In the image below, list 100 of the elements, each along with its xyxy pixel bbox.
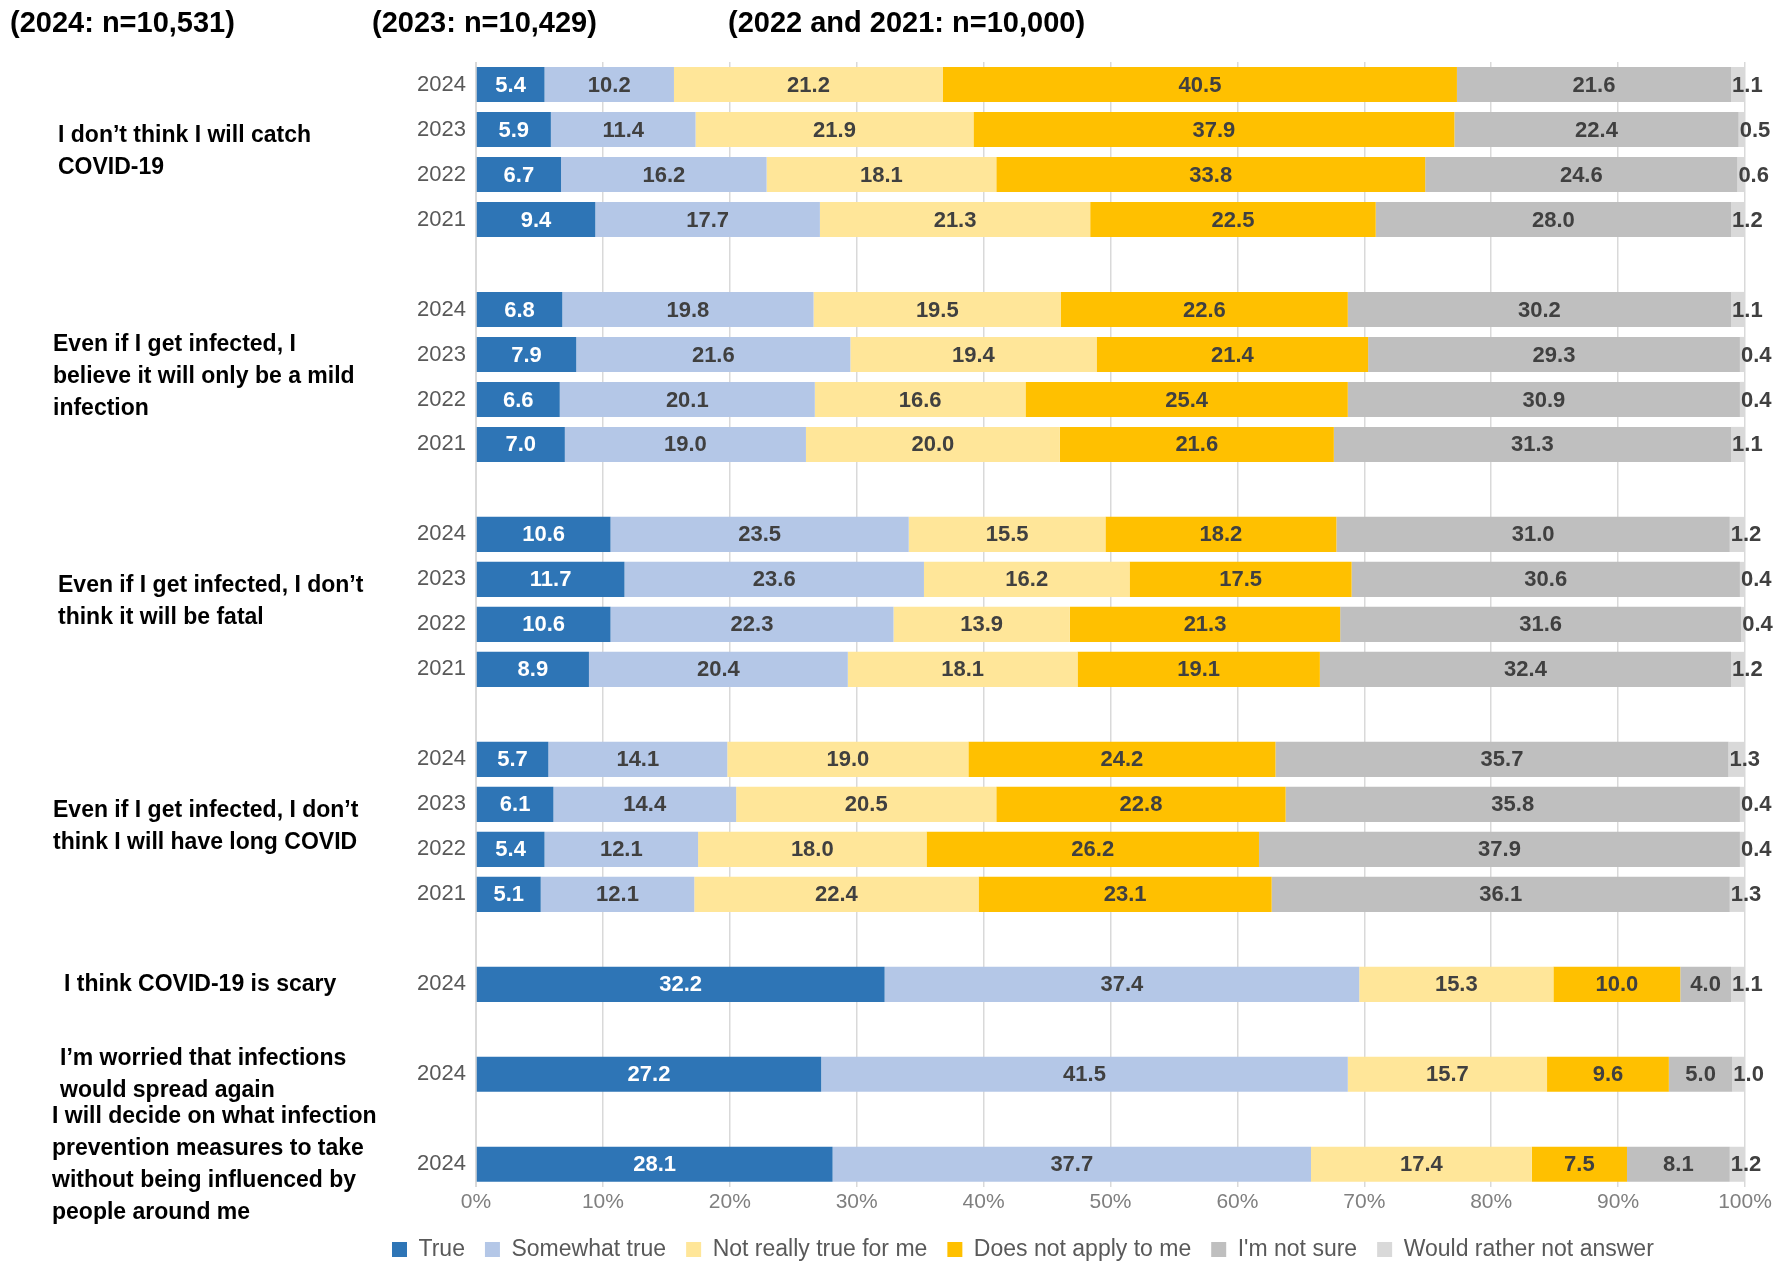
bar bbox=[1077, 651, 1320, 687]
bar bbox=[1454, 111, 1739, 148]
bar bbox=[1271, 876, 1730, 912]
data-label: 0.6 bbox=[1738, 161, 1769, 187]
bar bbox=[1359, 966, 1554, 1002]
data-label: 28.1 bbox=[633, 1151, 677, 1177]
data-label: 29.3 bbox=[1532, 341, 1576, 367]
data-label: 5.0 bbox=[1685, 1061, 1716, 1087]
x-tick-label: 50% bbox=[1089, 1189, 1132, 1213]
data-label: 30.2 bbox=[1518, 296, 1561, 322]
data-label: 6.6 bbox=[502, 386, 534, 412]
data-label: 33.8 bbox=[1189, 161, 1233, 187]
data-label: 17.7 bbox=[686, 206, 730, 232]
bar bbox=[562, 291, 814, 327]
data-label: 31.0 bbox=[1511, 521, 1555, 547]
bar bbox=[576, 336, 851, 372]
bar bbox=[1531, 1146, 1627, 1182]
bar bbox=[736, 786, 997, 822]
data-label: 31.6 bbox=[1519, 611, 1563, 637]
bar bbox=[553, 786, 737, 822]
text: (2024: n=10,531) bbox=[10, 6, 235, 38]
y-tick-label: 2021 bbox=[417, 205, 466, 231]
text: Even if I get infected, I don’t think it will be fatal bbox=[58, 571, 364, 630]
data-label: 21.3 bbox=[933, 206, 977, 232]
text: Even if I get infected, I don’t think I will have long COVID bbox=[53, 796, 359, 855]
data-label: 22.4 bbox=[814, 881, 859, 907]
data-label: 26.2 bbox=[1071, 836, 1115, 862]
data-label: 1.3 bbox=[1729, 746, 1761, 772]
data-label: 17.4 bbox=[1399, 1151, 1444, 1177]
bar bbox=[564, 426, 806, 462]
data-label: 7.5 bbox=[1564, 1151, 1595, 1177]
x-tick-label: 20% bbox=[708, 1189, 751, 1213]
x-tick-label: 60% bbox=[1216, 1189, 1259, 1213]
data-label: 37.9 bbox=[1478, 836, 1521, 862]
data-label: 5.4 bbox=[495, 836, 527, 862]
bar bbox=[978, 876, 1272, 912]
bar bbox=[819, 201, 1091, 238]
data-label: 11.7 bbox=[529, 566, 572, 592]
bar bbox=[1069, 606, 1341, 642]
data-label: 24.6 bbox=[1559, 161, 1603, 187]
y-tick-label: 2024 bbox=[417, 1060, 466, 1086]
data-label: 0.4 bbox=[1740, 566, 1773, 592]
data-label: 20.5 bbox=[844, 791, 888, 817]
bar bbox=[610, 606, 894, 642]
data-label: 20.0 bbox=[911, 431, 955, 457]
data-label: 10.6 bbox=[522, 611, 566, 637]
data-label: 16.6 bbox=[898, 386, 942, 412]
bar bbox=[476, 966, 885, 1002]
data-label: 1.1 bbox=[1732, 431, 1763, 457]
bar bbox=[1333, 426, 1732, 462]
data-label: 19.0 bbox=[663, 431, 707, 457]
y-tick-label: 2024 bbox=[417, 745, 466, 771]
data-label: 17.5 bbox=[1219, 566, 1262, 592]
bar bbox=[1105, 516, 1337, 552]
bar bbox=[847, 651, 1078, 687]
data-label: 1.2 bbox=[1730, 521, 1762, 547]
y-tick-label: 2024 bbox=[417, 520, 466, 546]
y-tick-label: 2022 bbox=[417, 160, 466, 186]
data-label: 22.8 bbox=[1119, 791, 1163, 817]
x-tick-label: 80% bbox=[1470, 1189, 1513, 1213]
data-label: 6.7 bbox=[503, 161, 535, 187]
data-label: 1.0 bbox=[1733, 1061, 1764, 1087]
data-label: 7.0 bbox=[505, 431, 537, 457]
data-label: 32.2 bbox=[659, 971, 703, 997]
bar bbox=[1025, 381, 1348, 417]
data-label: 18.2 bbox=[1199, 521, 1243, 547]
data-label: 16.2 bbox=[642, 161, 686, 187]
text: Even if I get infected, I believe it will only be a mild infection bbox=[53, 330, 355, 421]
bar bbox=[968, 741, 1276, 777]
bar bbox=[1368, 336, 1740, 372]
data-label: 18.1 bbox=[860, 161, 903, 187]
data-label: 0.4 bbox=[1740, 341, 1773, 367]
data-label: 8.9 bbox=[517, 656, 549, 682]
data-label: 11.4 bbox=[602, 116, 645, 142]
data-label: 5.1 bbox=[493, 881, 525, 907]
bar bbox=[1553, 966, 1681, 1002]
bar bbox=[996, 786, 1286, 822]
bar bbox=[832, 1146, 1311, 1182]
bar bbox=[544, 66, 674, 103]
text: I don’t think I will catch COVID-19 bbox=[58, 121, 312, 180]
bar bbox=[923, 561, 1130, 597]
data-label: 5.9 bbox=[498, 116, 530, 142]
data-label: 0.4 bbox=[1740, 791, 1773, 817]
y-tick-label: 2024 bbox=[417, 70, 466, 96]
bar bbox=[698, 831, 927, 867]
bar bbox=[595, 201, 820, 238]
bar bbox=[1090, 201, 1376, 238]
bar bbox=[1275, 741, 1729, 777]
legend-label: True bbox=[418, 1234, 465, 1261]
bar bbox=[908, 516, 1106, 552]
bar bbox=[550, 111, 696, 148]
legend-label: Somewhat true bbox=[511, 1234, 667, 1261]
data-label: 35.8 bbox=[1491, 791, 1535, 817]
bar bbox=[673, 66, 943, 103]
data-label: 30.6 bbox=[1524, 566, 1568, 592]
bar bbox=[1059, 426, 1334, 462]
data-label: 40.5 bbox=[1178, 71, 1222, 97]
data-label: 24.2 bbox=[1100, 746, 1144, 772]
y-tick-label: 2023 bbox=[417, 340, 466, 366]
data-label: 9.4 bbox=[520, 206, 553, 232]
